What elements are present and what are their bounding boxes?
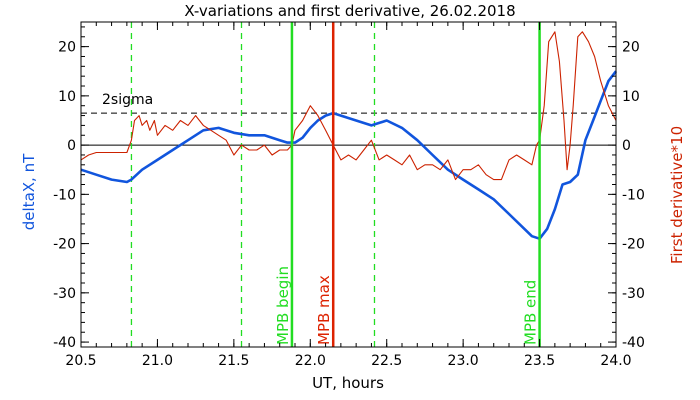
y-tick-label-right: -10: [622, 187, 645, 203]
y-tick-label-left: -40: [53, 335, 76, 351]
y-tick-label-right: -40: [622, 335, 645, 351]
series-layer: [80, 31, 618, 240]
y-tick-label-left: -10: [53, 187, 76, 203]
x-tick-label: 23.0: [448, 353, 479, 369]
y-tick-label-right: 10: [622, 89, 640, 105]
x-tick-label: 21.0: [142, 353, 173, 369]
x-axis-title: UT, hours: [312, 374, 384, 392]
derivative-series-line: [80, 31, 617, 181]
y-tick-label-right: -30: [622, 286, 645, 302]
chart-title: X-variations and first derivative, 26.02…: [184, 2, 515, 20]
x-tick-label: 20.5: [65, 353, 96, 369]
y-tick-label-right: 20: [622, 40, 640, 56]
y-tick-label-left: 10: [58, 89, 76, 105]
x-tick-label: 24.0: [600, 353, 631, 369]
y-axis-title-right: First derivative*10: [668, 126, 686, 264]
mpb-max-label: MPB max: [315, 275, 333, 345]
y-tick-label-left: -30: [53, 286, 76, 302]
marker-lines: MPB begin MPB max MPB end: [274, 22, 541, 347]
y-tick-label-left: -20: [53, 237, 76, 253]
y-tick-label-right: 0: [622, 138, 631, 154]
y-tick-label-right: -20: [622, 237, 645, 253]
y-tick-label-left: 20: [58, 40, 76, 56]
x-tick-label: 22.5: [371, 353, 402, 369]
x-tick-label: 21.5: [218, 353, 249, 369]
y-tick-label-left: 0: [67, 138, 76, 154]
mpb-begin-label: MPB begin: [274, 266, 292, 345]
x-tick-label: 23.5: [524, 353, 555, 369]
sigma-label: 2sigma: [102, 92, 153, 108]
axes: 20.5 21.0 21.5 22.0 22.5 23.0 23.5 24.0 -40 -30 -2…: [53, 22, 645, 369]
x-tick-label: 22.0: [295, 353, 326, 369]
deltax-series-line: [80, 70, 618, 240]
reference-lines: [81, 22, 616, 347]
mpb-end-label: MPB end: [522, 280, 540, 345]
y-axis-title-left: deltaX, nT: [20, 153, 38, 230]
